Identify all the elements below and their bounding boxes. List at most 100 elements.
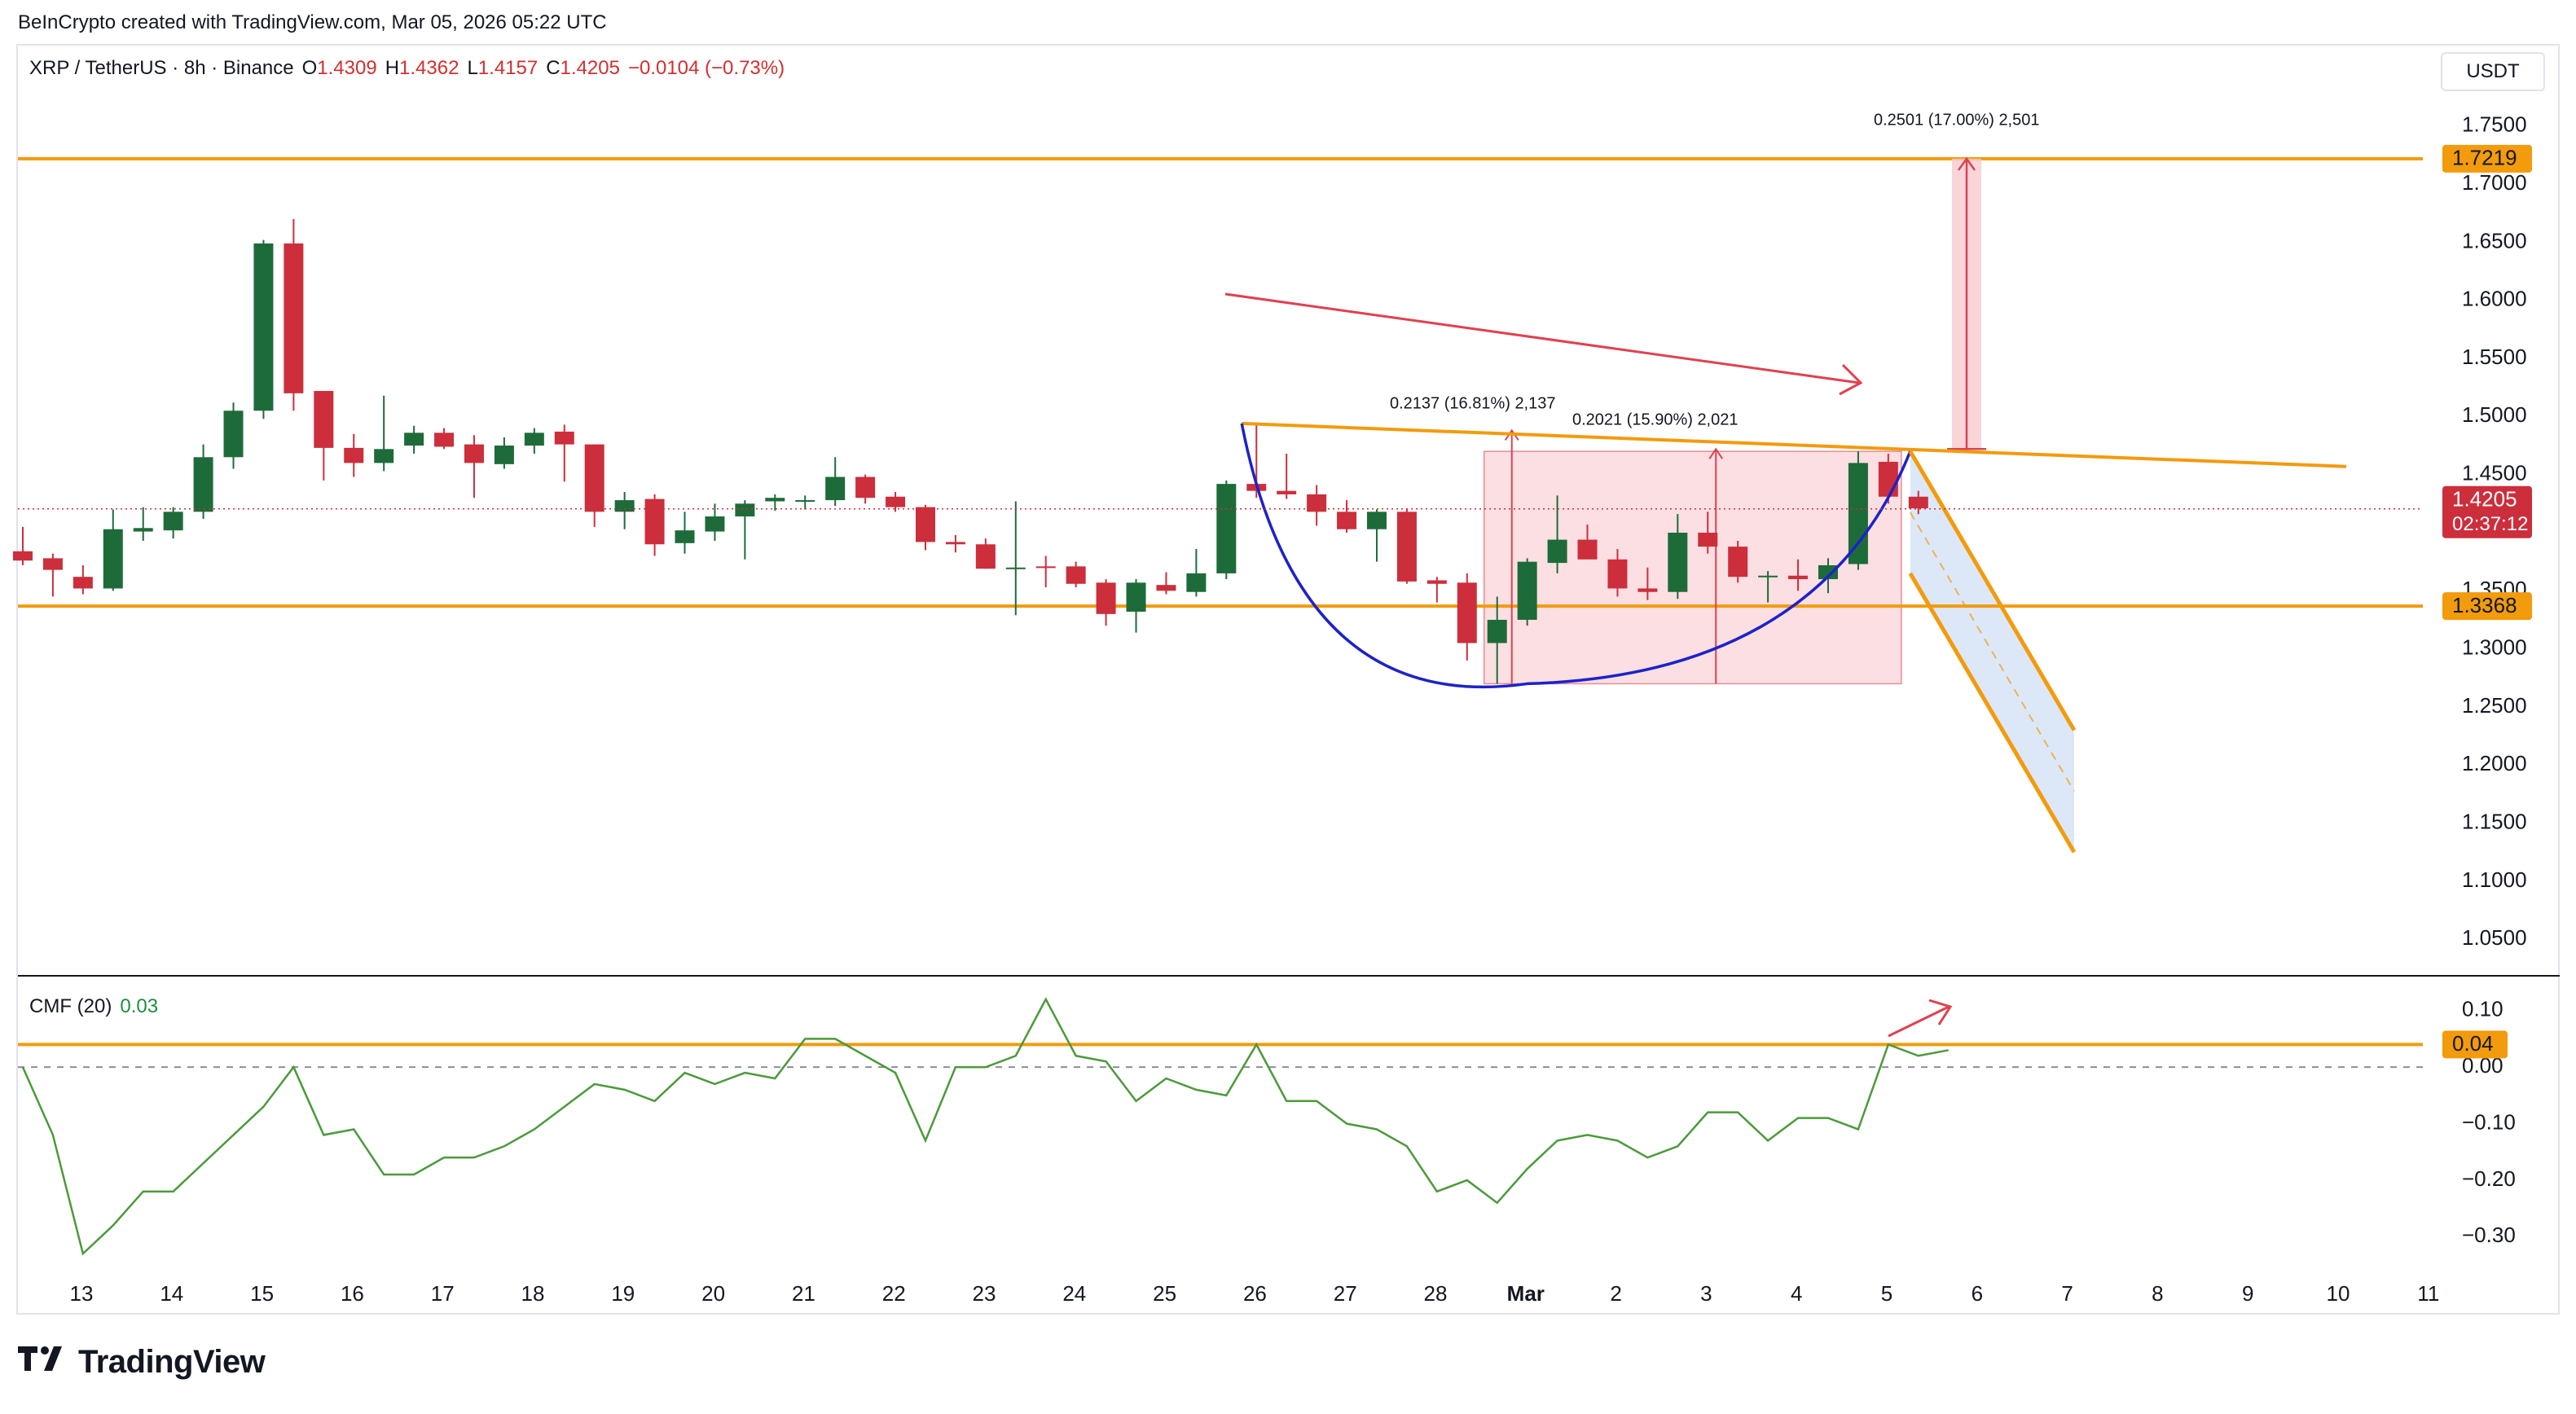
candle-body — [404, 433, 424, 446]
high-value: 1.4362 — [399, 57, 459, 79]
price-legend: XRP / TetherUS · 8h · Binance O1.4309 H1.4… — [29, 57, 793, 80]
level-price-tag — [2442, 592, 2532, 621]
candle-body — [434, 433, 455, 447]
tradingview-brand: TradingView — [18, 1344, 266, 1381]
cmf-trend-arrow — [1888, 1005, 1950, 1038]
cmf-level-tag — [2442, 1030, 2508, 1059]
candle-body — [1035, 566, 1056, 569]
candle-body — [42, 558, 63, 570]
candle-body — [314, 390, 334, 448]
candle — [1547, 495, 1567, 573]
candle — [1005, 501, 1026, 616]
candle — [1216, 480, 1237, 580]
level-price-tag-label: 1.7219 — [2452, 146, 2517, 170]
candle — [344, 433, 364, 477]
cmf-name[interactable]: CMF (20) — [29, 995, 112, 1017]
candle — [1668, 514, 1688, 599]
candle-body — [1908, 496, 1928, 509]
candle-body — [614, 500, 635, 512]
close-label: C — [546, 57, 560, 79]
cmf-line — [21, 997, 1949, 1256]
candle — [494, 437, 514, 469]
price-axis-tick: 1.4500 — [2462, 461, 2527, 485]
header-credit: BeInCrypto created with TradingView.com,… — [18, 11, 607, 33]
candle — [1457, 573, 1477, 661]
candle-body — [1005, 567, 1026, 569]
candle-body — [1788, 575, 1809, 580]
candle — [644, 494, 665, 556]
candle-body — [1758, 575, 1778, 577]
candle — [103, 509, 123, 591]
price-axis-tick: 1.1500 — [2462, 809, 2527, 833]
cmf-axis-tick: 0.10 — [2462, 997, 2503, 1021]
candle — [765, 494, 785, 511]
candle-body — [163, 512, 183, 531]
price-axis-tick: 1.1000 — [2462, 867, 2527, 892]
candle — [1035, 556, 1056, 588]
candle — [193, 444, 213, 519]
measure-annotation-2: 0.2021 (15.90%) 2,021 — [1572, 411, 1739, 428]
date-axis-tick: 23 — [973, 1281, 996, 1306]
candle-body — [494, 446, 514, 464]
date-axis-tick: 11 — [2417, 1281, 2439, 1306]
chart-frame[interactable] — [16, 44, 2560, 1315]
candle — [133, 507, 153, 541]
date-axis-tick: 28 — [1424, 1281, 1448, 1306]
candle-body — [825, 476, 846, 501]
candle — [284, 218, 304, 411]
candle-body — [1156, 585, 1176, 591]
candle-body — [12, 551, 33, 561]
candle-body — [1307, 494, 1327, 512]
date-axis-tick: Mar — [1507, 1281, 1545, 1306]
date-axis-tick: 20 — [701, 1281, 725, 1306]
cmf-axis-tick: −0.20 — [2462, 1166, 2516, 1191]
cmf-legend: CMF (20) 0.03 — [29, 995, 166, 1018]
candle-body — [223, 411, 244, 458]
candle-body — [675, 530, 695, 543]
date-axis-tick: 16 — [341, 1281, 364, 1306]
candle-body — [253, 243, 274, 411]
candle-body — [644, 498, 665, 545]
tradingview-logo-icon — [18, 1344, 70, 1381]
low-label: L — [467, 57, 478, 79]
candle-body — [524, 433, 544, 446]
date-axis-tick: 25 — [1153, 1281, 1176, 1306]
candle — [886, 492, 906, 512]
date-axis-tick: 7 — [2061, 1281, 2073, 1306]
date-axis-tick: 17 — [431, 1281, 455, 1306]
candle-body — [584, 444, 604, 512]
target-arrow-head — [1957, 156, 1976, 171]
date-axis-tick: 8 — [2152, 1281, 2163, 1306]
date-axis-tick: 22 — [882, 1281, 906, 1306]
candle-body — [103, 529, 123, 589]
candle — [1637, 567, 1658, 600]
candle — [1396, 509, 1417, 584]
symbol-label[interactable]: XRP / TetherUS · 8h · Binance — [29, 57, 294, 79]
candle-body — [1337, 512, 1357, 529]
candle-body — [374, 449, 394, 463]
date-axis-tick: 26 — [1243, 1281, 1267, 1306]
candle — [1366, 509, 1387, 562]
candle — [945, 534, 965, 553]
candle-body — [1277, 490, 1297, 494]
candle — [253, 239, 274, 419]
candle — [12, 526, 33, 565]
date-axis-tick: 14 — [160, 1281, 183, 1306]
measure-annotation-1: 0.2137 (16.81%) 2,137 — [1390, 394, 1556, 412]
candle-body — [1668, 533, 1688, 592]
candle-body — [1457, 582, 1477, 643]
cmf-level-tag-label: 0.04 — [2452, 1031, 2494, 1056]
date-axis-tick: 13 — [70, 1281, 94, 1306]
date-axis-tick: 18 — [521, 1281, 545, 1306]
measure-arrow-1-head — [1504, 428, 1519, 441]
date-axis-tick: 9 — [2242, 1281, 2253, 1306]
channel-upper-line — [1908, 450, 2077, 731]
currency-unit-button[interactable]: USDT — [2441, 52, 2545, 91]
cmf-value: 0.03 — [120, 995, 159, 1017]
candle — [1728, 540, 1748, 583]
target-annotation: 0.2501 (17.00%) 2,501 — [1874, 111, 2040, 129]
candle-body — [1728, 547, 1748, 577]
candle — [1517, 558, 1537, 626]
candle — [915, 504, 935, 551]
